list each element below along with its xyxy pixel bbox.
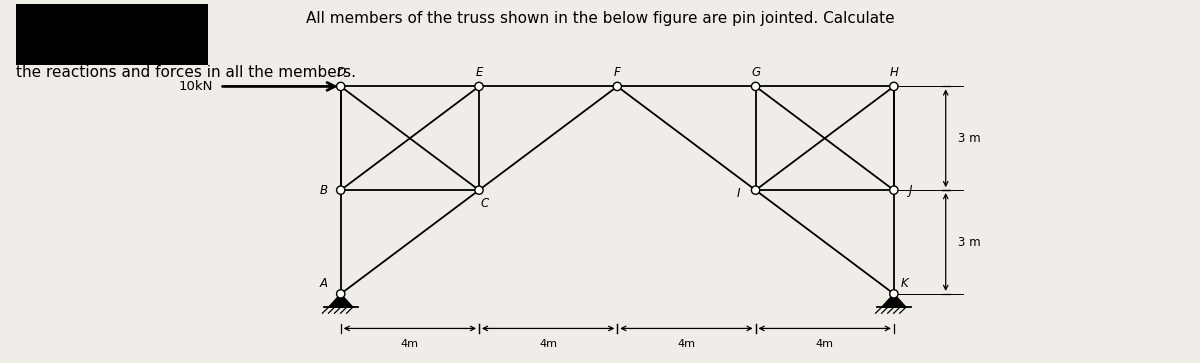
Text: G: G: [751, 66, 760, 79]
Circle shape: [889, 186, 898, 194]
Text: I: I: [737, 187, 740, 200]
Text: 10kN: 10kN: [179, 80, 212, 93]
Text: 4m: 4m: [816, 339, 834, 349]
Circle shape: [751, 82, 760, 91]
Text: the reactions and forces in all the members.: the reactions and forces in all the memb…: [16, 65, 355, 80]
Polygon shape: [882, 294, 906, 307]
Text: 3 m: 3 m: [958, 132, 980, 145]
Text: C: C: [480, 197, 488, 211]
Text: 4m: 4m: [401, 339, 419, 349]
Text: F: F: [614, 66, 620, 79]
Circle shape: [613, 82, 622, 91]
Circle shape: [475, 186, 484, 194]
Text: E: E: [475, 66, 482, 79]
Text: All members of the truss shown in the below figure are pin jointed. Calculate: All members of the truss shown in the be…: [306, 11, 895, 26]
Text: B: B: [319, 184, 328, 197]
Circle shape: [889, 290, 898, 298]
Text: 4m: 4m: [539, 339, 557, 349]
Text: H: H: [889, 66, 899, 79]
Circle shape: [336, 290, 344, 298]
Circle shape: [336, 82, 344, 91]
Text: 3 m: 3 m: [958, 236, 980, 249]
Text: D: D: [336, 66, 346, 79]
Text: A: A: [319, 277, 328, 290]
Text: 4m: 4m: [678, 339, 696, 349]
Circle shape: [336, 186, 344, 194]
Polygon shape: [329, 294, 353, 307]
Text: K: K: [900, 277, 908, 290]
Circle shape: [475, 82, 484, 91]
Circle shape: [889, 82, 898, 91]
Text: J: J: [910, 184, 913, 197]
Circle shape: [751, 186, 760, 194]
